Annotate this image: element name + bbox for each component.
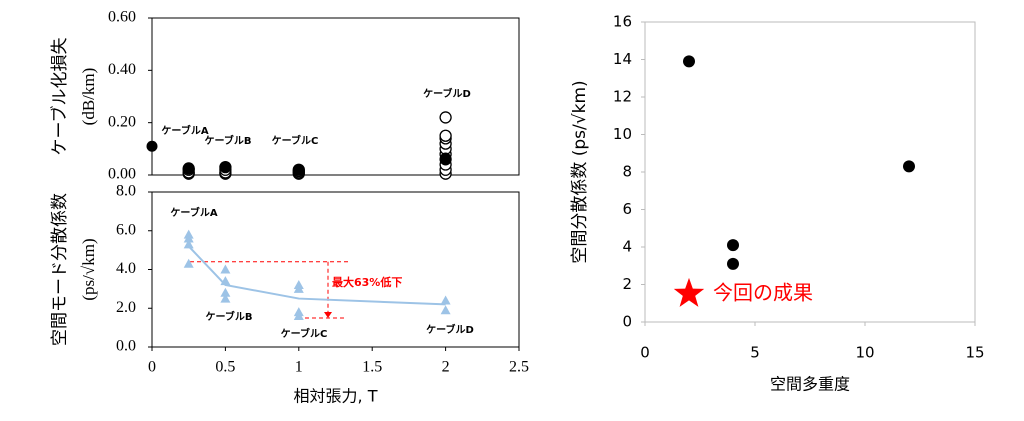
point — [219, 161, 231, 173]
x-tick-label: 2.5 — [509, 359, 529, 376]
x-axis-label: 相対張力, T — [294, 387, 378, 406]
y-tick-label: 14 — [613, 50, 632, 68]
point — [440, 152, 452, 164]
point — [727, 257, 739, 270]
cable-label: ケーブルB — [205, 310, 252, 323]
point — [220, 264, 231, 274]
point — [183, 233, 194, 243]
y-tick-label: 0.00 — [108, 166, 136, 183]
trend-line — [187, 245, 446, 306]
point — [220, 293, 231, 303]
y-axis-label: 空間モード分散係数 — [50, 193, 70, 346]
point — [220, 287, 231, 297]
point — [146, 140, 158, 152]
y-tick-label: 0.40 — [108, 61, 136, 78]
cable-label: ケーブルA — [170, 206, 217, 219]
cable-label: ケーブルC — [281, 327, 328, 340]
plot-frame — [644, 21, 976, 323]
y-tick-label: 12 — [613, 88, 632, 106]
reduction-label: 最大63%低下 — [332, 275, 402, 289]
y-tick-label: 0.0 — [116, 338, 136, 355]
cable-label: ケーブルB — [204, 134, 251, 147]
x-tick-label: 1 — [295, 359, 303, 376]
cable-label: ケーブルD — [423, 87, 471, 100]
y-tick-label: 0 — [622, 313, 632, 331]
point — [439, 111, 452, 124]
star — [673, 277, 705, 307]
y-tick-label: 4.0 — [116, 260, 136, 277]
point — [183, 162, 195, 174]
x-tick-label: 0.5 — [215, 359, 235, 376]
point — [440, 305, 451, 315]
arrow-head — [324, 311, 332, 318]
x-tick-label: 0 — [148, 359, 156, 376]
y-tick-label: 8.0 — [116, 183, 136, 200]
x-tick-label: 2 — [442, 359, 450, 376]
x-tick-label: 0 — [640, 344, 650, 362]
y-axis-label: 空間分散係数 (ps/√km) — [570, 80, 590, 263]
y-tick-label: 2 — [622, 275, 632, 293]
y-tick-label: 6.0 — [116, 221, 136, 238]
point — [293, 311, 304, 320]
x-tick-label: 10 — [855, 344, 874, 362]
y-axis-unit: (dB/km) — [79, 68, 98, 126]
point — [440, 295, 451, 305]
point — [293, 283, 304, 293]
point — [183, 258, 194, 268]
point — [293, 164, 305, 176]
cable-label: ケーブルC — [272, 134, 319, 147]
y-tick-label: 8 — [622, 163, 632, 181]
y-axis-label: ケーブル化損失 — [49, 38, 70, 156]
y-tick-label: 2.0 — [116, 299, 136, 316]
cable-label: ケーブルD — [426, 323, 474, 336]
point — [183, 239, 194, 249]
y-tick-label: 4 — [622, 238, 632, 256]
y-axis-unit: (ps/√km) — [79, 238, 98, 300]
x-tick-label: 1.5 — [362, 359, 382, 376]
point — [727, 239, 739, 252]
point — [683, 55, 695, 68]
cable-label: ケーブルA — [161, 124, 208, 137]
x-tick-label: 15 — [965, 344, 984, 362]
point-label: 今回の成果 — [713, 280, 813, 304]
x-axis-label: 空間多重度 — [770, 375, 850, 394]
y-tick-label: 6 — [622, 200, 632, 218]
point — [903, 160, 915, 173]
x-tick-label: 5 — [750, 344, 760, 362]
point — [439, 129, 452, 142]
y-tick-label: 0.20 — [108, 113, 136, 130]
y-tick-label: 16 — [613, 13, 632, 31]
y-tick-label: 10 — [613, 125, 632, 143]
y-tick-label: 0.60 — [108, 9, 136, 26]
plot-frame — [151, 17, 520, 176]
